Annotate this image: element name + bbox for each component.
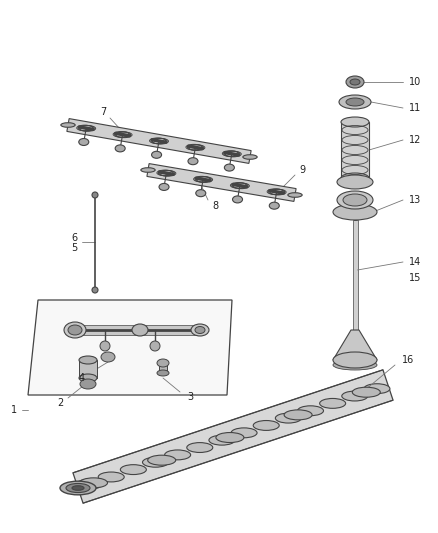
Ellipse shape — [253, 421, 279, 431]
Text: 7: 7 — [100, 107, 106, 117]
Ellipse shape — [120, 465, 146, 474]
Bar — [159, 363, 167, 373]
Ellipse shape — [231, 428, 257, 438]
Text: 12: 12 — [409, 135, 421, 145]
Ellipse shape — [216, 433, 244, 442]
Ellipse shape — [150, 341, 160, 351]
Text: 9: 9 — [299, 165, 305, 175]
Ellipse shape — [66, 483, 90, 492]
Text: 8: 8 — [212, 201, 218, 211]
Ellipse shape — [333, 204, 377, 220]
Text: 11: 11 — [409, 103, 421, 113]
Ellipse shape — [60, 481, 96, 495]
Ellipse shape — [364, 384, 390, 393]
Polygon shape — [67, 119, 251, 164]
Ellipse shape — [233, 196, 243, 203]
Text: 5: 5 — [71, 243, 77, 253]
Text: 1: 1 — [11, 405, 17, 415]
Ellipse shape — [80, 379, 96, 389]
Ellipse shape — [269, 202, 279, 209]
Ellipse shape — [346, 76, 364, 88]
Ellipse shape — [343, 194, 367, 206]
Ellipse shape — [76, 479, 102, 489]
Polygon shape — [28, 300, 232, 395]
Ellipse shape — [320, 399, 346, 408]
Ellipse shape — [350, 79, 360, 85]
Ellipse shape — [341, 117, 369, 127]
Ellipse shape — [115, 145, 125, 152]
Ellipse shape — [157, 370, 169, 376]
Ellipse shape — [61, 123, 75, 127]
Ellipse shape — [191, 324, 209, 336]
Ellipse shape — [68, 325, 82, 335]
Text: 3: 3 — [187, 392, 193, 402]
Ellipse shape — [346, 98, 364, 106]
Ellipse shape — [339, 95, 371, 109]
Ellipse shape — [284, 410, 312, 420]
Ellipse shape — [342, 391, 368, 401]
Ellipse shape — [195, 327, 205, 334]
Ellipse shape — [187, 442, 213, 453]
Polygon shape — [147, 164, 296, 201]
Ellipse shape — [72, 486, 84, 490]
Text: 4: 4 — [79, 373, 85, 383]
Ellipse shape — [333, 360, 377, 370]
Ellipse shape — [132, 324, 148, 336]
Ellipse shape — [92, 192, 98, 198]
Ellipse shape — [92, 287, 98, 293]
Bar — [75, 325, 200, 335]
Ellipse shape — [141, 168, 155, 172]
Bar — [79, 360, 97, 378]
Ellipse shape — [209, 435, 235, 445]
Polygon shape — [353, 220, 357, 330]
Ellipse shape — [101, 352, 115, 362]
Ellipse shape — [100, 341, 110, 351]
Text: 6: 6 — [71, 233, 77, 243]
Text: 13: 13 — [409, 195, 421, 205]
Ellipse shape — [152, 151, 162, 158]
Ellipse shape — [337, 191, 373, 209]
Ellipse shape — [276, 413, 301, 423]
Ellipse shape — [142, 457, 169, 467]
Ellipse shape — [165, 450, 191, 460]
Text: 2: 2 — [57, 398, 63, 408]
Polygon shape — [73, 370, 393, 503]
Ellipse shape — [333, 352, 377, 368]
Ellipse shape — [159, 183, 169, 190]
Ellipse shape — [79, 356, 97, 364]
Ellipse shape — [64, 322, 86, 338]
Ellipse shape — [98, 472, 124, 482]
Ellipse shape — [157, 359, 169, 367]
Polygon shape — [341, 122, 369, 178]
Ellipse shape — [148, 455, 176, 465]
Text: 14: 14 — [409, 257, 421, 267]
Ellipse shape — [341, 173, 369, 183]
Ellipse shape — [337, 175, 373, 189]
Polygon shape — [333, 330, 377, 360]
Text: 15: 15 — [409, 273, 421, 283]
Text: 16: 16 — [402, 355, 414, 365]
Ellipse shape — [196, 190, 206, 197]
Ellipse shape — [352, 387, 380, 397]
Ellipse shape — [243, 155, 257, 159]
Ellipse shape — [297, 406, 324, 416]
Ellipse shape — [79, 139, 89, 146]
Ellipse shape — [224, 164, 234, 171]
Ellipse shape — [80, 478, 107, 488]
Ellipse shape — [79, 374, 97, 382]
Text: 10: 10 — [409, 77, 421, 87]
Ellipse shape — [288, 193, 302, 197]
Ellipse shape — [188, 158, 198, 165]
